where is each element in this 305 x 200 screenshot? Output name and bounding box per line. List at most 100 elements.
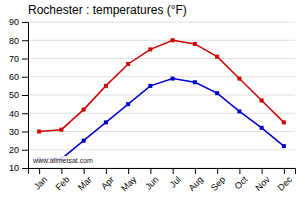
series-marker <box>148 84 152 88</box>
y-tick-label: 20 <box>9 145 19 155</box>
y-tick-label: 10 <box>9 163 19 173</box>
y-tick-label: 80 <box>9 36 19 46</box>
series-group <box>37 38 286 161</box>
x-tick-label: Feb <box>54 174 72 192</box>
grid <box>28 22 295 168</box>
x-tick-label: Sep <box>209 174 227 192</box>
series-marker <box>171 38 175 42</box>
x-tick-label: Dec <box>276 174 295 193</box>
x-tick-mark <box>195 168 196 174</box>
y-tick-mark <box>22 59 28 60</box>
x-tick: Oct <box>233 168 250 191</box>
annotation-group: www.allmetsat.com <box>31 156 94 165</box>
y-axis-line <box>22 23 29 169</box>
series-marker <box>237 77 241 81</box>
y-tick-label: 90 <box>9 17 19 27</box>
x-tick: Feb <box>54 168 72 192</box>
series-marker <box>215 55 219 59</box>
y-tick: 50 <box>9 90 28 100</box>
x-tick-mark <box>173 168 174 174</box>
annotation-background <box>31 156 94 165</box>
x-tick: Jul <box>168 168 183 190</box>
y-tick-label: 30 <box>9 127 19 137</box>
series-marker <box>282 144 286 148</box>
x-tick-mark <box>262 168 263 174</box>
x-tick-mark <box>217 168 218 174</box>
y-tick-mark <box>22 40 28 41</box>
series-marker <box>126 102 130 106</box>
y-tick: 80 <box>9 36 28 46</box>
series-marker <box>215 91 219 95</box>
x-tick-label: Jul <box>168 174 183 189</box>
y-tick: 90 <box>9 17 28 27</box>
series-marker <box>260 98 264 102</box>
title: Rochester : temperatures (°F) <box>28 3 187 17</box>
series-marker <box>193 80 197 84</box>
x-tick: Sep <box>209 168 227 193</box>
series-marker <box>237 109 241 113</box>
x-tick-mark <box>239 168 240 174</box>
x-tick-label: Jun <box>143 174 160 191</box>
annotation: www.allmetsat.com <box>32 157 93 164</box>
x-tick-mark <box>150 168 151 174</box>
y-tick-mark <box>22 113 28 114</box>
series-marker <box>59 128 63 132</box>
y-tick-label: 50 <box>9 90 19 100</box>
x-axis-line <box>29 169 296 175</box>
x-tick-mark <box>61 168 62 174</box>
grid-line <box>28 40 295 41</box>
x-tick-mark <box>84 168 85 174</box>
y-tick-label: 40 <box>9 109 19 119</box>
grid-line <box>28 22 295 23</box>
x-tick-mark <box>39 168 40 174</box>
series-marker <box>148 47 152 51</box>
x-tick-label: May <box>119 174 138 193</box>
x-tick-label: Mar <box>76 174 94 192</box>
series-marker <box>37 130 41 134</box>
x-axis: Jan FebMar AprMay Jun Jul AugSep OctNovDec <box>29 168 296 194</box>
x-tick-mark <box>284 168 285 174</box>
y-tick-label: 60 <box>9 72 19 82</box>
x-tick: Jan <box>32 168 49 192</box>
x-tick: Mar <box>76 168 94 192</box>
y-tick-mark <box>22 22 28 23</box>
grid-line <box>28 113 295 114</box>
series-marker <box>104 84 108 88</box>
x-tick: Nov <box>253 168 272 193</box>
grid-line <box>28 76 295 77</box>
series-marker <box>104 120 108 124</box>
y-tick-label: 70 <box>9 54 19 64</box>
x-tick-label: Nov <box>253 174 272 193</box>
x-tick: Jun <box>143 168 160 192</box>
series-marker <box>171 77 175 81</box>
x-tick-mark <box>106 168 107 174</box>
y-tick-mark <box>22 77 28 78</box>
x-tick-label: Jan <box>32 174 49 191</box>
x-tick: Apr <box>99 168 116 191</box>
x-tick: Dec <box>276 168 295 193</box>
series-marker <box>193 42 197 46</box>
x-tick: May <box>119 168 138 194</box>
x-tick-mark <box>128 168 129 174</box>
y-tick: 30 <box>9 127 28 137</box>
y-tick: 10 <box>9 163 28 173</box>
y-tick: 70 <box>9 54 28 64</box>
y-tick: 60 <box>9 72 28 82</box>
y-tick-mark <box>22 95 28 96</box>
y-tick-mark <box>22 132 28 133</box>
y-tick: 20 <box>9 145 28 155</box>
y-tick: 40 <box>9 109 28 119</box>
x-tick: Aug <box>187 168 205 193</box>
grid-line <box>28 131 295 132</box>
chart: 10 20 30 40 50 60 70 80 90 Jan FebMar AprMay Jun Jul A… <box>0 0 305 200</box>
x-tick-label: Oct <box>233 174 250 191</box>
series-marker <box>126 62 130 66</box>
x-tick-label: Apr <box>99 174 116 191</box>
series-marker <box>82 139 86 143</box>
grid-line <box>28 149 295 150</box>
series-marker <box>260 126 264 130</box>
y-tick-mark <box>22 150 28 151</box>
y-axis: 10 20 30 40 50 60 70 80 90 <box>9 17 29 173</box>
x-tick-label: Aug <box>187 174 205 192</box>
plot-area: 10 20 30 40 50 60 70 80 90 Jan FebMar AprMay Jun Jul A… <box>9 17 296 193</box>
